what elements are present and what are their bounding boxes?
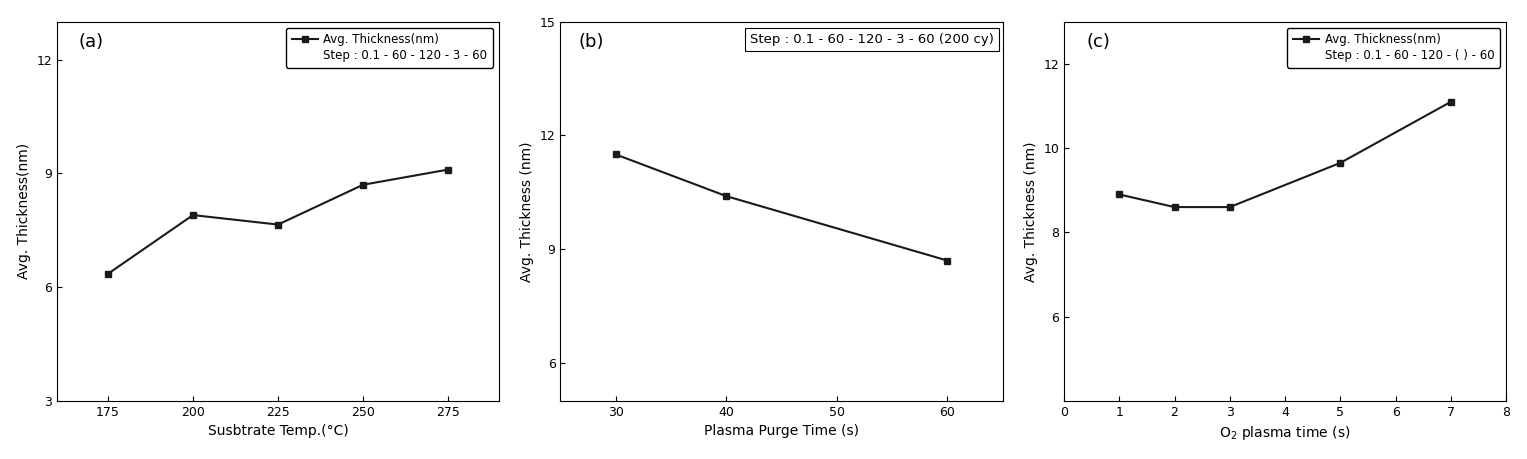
- Legend: Avg. Thickness(nm), Step : 0.1 - 60 - 120 - ( ) - 60: Avg. Thickness(nm), Step : 0.1 - 60 - 12…: [1287, 28, 1501, 68]
- Y-axis label: Avg. Thickness (nm): Avg. Thickness (nm): [1023, 141, 1038, 281]
- X-axis label: O$_2$ plasma time (s): O$_2$ plasma time (s): [1220, 424, 1351, 442]
- Legend: Avg. Thickness(nm), Step : 0.1 - 60 - 120 - 3 - 60: Avg. Thickness(nm), Step : 0.1 - 60 - 12…: [286, 28, 493, 68]
- X-axis label: Susbtrate Temp.(°C): Susbtrate Temp.(°C): [208, 424, 348, 438]
- Text: Step : 0.1 - 60 - 120 - 3 - 60 (200 cy): Step : 0.1 - 60 - 120 - 3 - 60 (200 cy): [750, 33, 994, 46]
- Y-axis label: Avg. Thickness (nm): Avg. Thickness (nm): [521, 141, 534, 281]
- Y-axis label: Avg. Thickness(nm): Avg. Thickness(nm): [17, 143, 31, 280]
- Text: (b): (b): [579, 33, 603, 51]
- Text: (a): (a): [79, 33, 104, 51]
- Text: (c): (c): [1086, 33, 1110, 51]
- X-axis label: Plasma Purge Time (s): Plasma Purge Time (s): [704, 424, 860, 438]
